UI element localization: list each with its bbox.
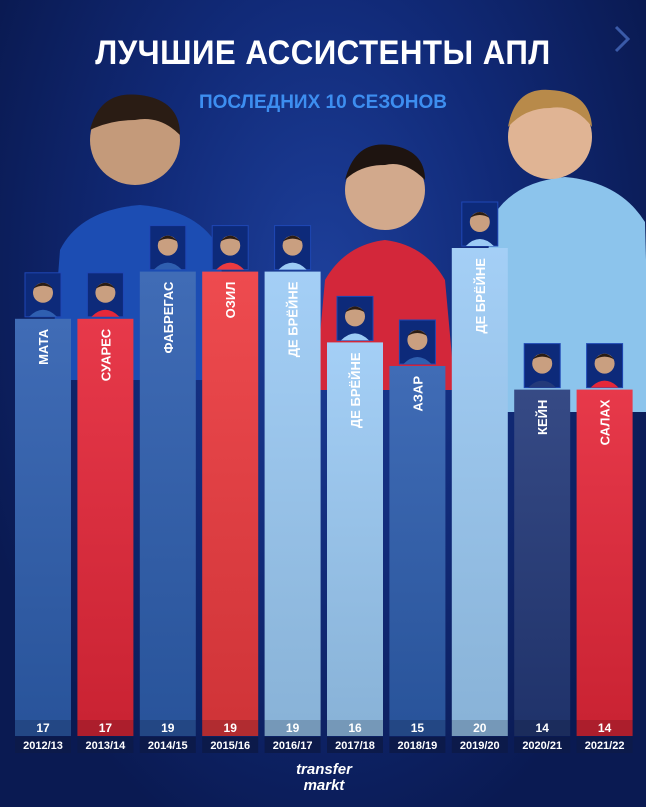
player-face: [282, 235, 303, 256]
player-name-label: КЕЙН: [535, 400, 550, 435]
value-label-bg: [576, 720, 633, 736]
value-label-bg: [202, 720, 259, 736]
player-face: [220, 235, 241, 256]
bar-2020/21: [514, 389, 571, 720]
player-name-label: САЛАХ: [598, 399, 613, 445]
bar-2014/15: [139, 271, 196, 720]
player-name-label: ОЗИЛ: [223, 282, 238, 319]
chevron-right-icon[interactable]: [612, 24, 632, 54]
page-subtitle: ПОСЛЕДНИХ 10 СЕЗОНОВ: [198, 92, 447, 113]
player-shirt: [278, 262, 307, 270]
season-label: 2015/16: [210, 740, 250, 752]
player-face: [407, 330, 428, 350]
player-shirt: [216, 262, 245, 270]
value-label: 17: [36, 721, 50, 735]
player-shirt: [465, 239, 494, 246]
logo-line-1: transfer: [296, 761, 352, 778]
value-label: 14: [536, 721, 550, 735]
season-label: 2014/15: [148, 740, 188, 752]
player-face: [532, 353, 553, 374]
player-name-label: СУАРЕС: [98, 328, 113, 381]
player-shirt: [528, 380, 557, 388]
value-label-bg: [15, 720, 71, 736]
player-shirt: [590, 380, 619, 388]
player-shirt: [341, 333, 369, 341]
season-label-bg: [264, 737, 321, 753]
value-label-bg: [77, 720, 134, 736]
player-face: [469, 212, 490, 232]
bar-2013/14: [77, 318, 134, 720]
bar-2018/19: [389, 366, 446, 720]
player-hair: [282, 235, 303, 242]
season-label-bg: [576, 737, 633, 753]
player-hair: [33, 282, 53, 289]
value-label-bg: [264, 720, 321, 736]
player-face: [157, 235, 178, 256]
season-label: 2018/19: [398, 740, 438, 752]
player-hair: [345, 306, 365, 313]
value-label-bg: [327, 720, 383, 736]
season-label-bg: [514, 737, 571, 753]
player-name-label: ДЕ БРЁЙНЕ: [348, 352, 363, 428]
season-label-bg: [389, 737, 446, 753]
value-label: 17: [99, 721, 113, 735]
bar-2019/20: [451, 248, 508, 720]
bar-2012/13: [15, 318, 71, 720]
season-label-bg: [451, 737, 508, 753]
value-label: 20: [473, 721, 487, 735]
player-hair: [157, 235, 178, 242]
player-name-label: ФАБРЕГАС: [161, 281, 176, 353]
value-label: 19: [224, 721, 238, 735]
value-label: 19: [161, 721, 175, 735]
player-name-label: ДЕ БРЁЙНЕ: [473, 258, 488, 334]
player-face: [594, 353, 615, 374]
season-label: 2019/20: [460, 740, 500, 752]
player-shirt: [403, 357, 432, 364]
bar-2017/18: [327, 342, 383, 720]
value-label-bg: [389, 720, 446, 736]
bar-2021/22: [576, 389, 633, 720]
player-face: [33, 282, 53, 303]
season-label: 2012/13: [23, 740, 63, 752]
player-shirt: [91, 309, 120, 317]
bar-2016/17: [264, 271, 321, 720]
player-hair: [407, 330, 428, 336]
player-hair: [594, 353, 615, 360]
player-shirt: [29, 309, 57, 317]
bar-2015/16: [202, 271, 259, 720]
season-label: 2013/14: [86, 740, 127, 752]
value-label: 14: [598, 721, 612, 735]
player-face: [95, 282, 116, 303]
player-hair: [220, 235, 241, 242]
value-label: 19: [286, 721, 300, 735]
player-name-label: АЗАР: [410, 376, 425, 412]
player-shirt: [153, 262, 182, 270]
transfermarkt-logo: transfer markt: [284, 762, 364, 798]
season-label: 2020/21: [522, 740, 562, 752]
player-hair: [469, 212, 490, 218]
value-label: 15: [411, 721, 425, 735]
player-hair: [532, 353, 553, 360]
logo-line-2: markt: [303, 777, 345, 794]
player-face: [345, 306, 365, 327]
player-hair: [95, 282, 116, 289]
value-label: 16: [348, 721, 362, 735]
value-label-bg: [514, 720, 571, 736]
season-label: 2016/17: [273, 740, 313, 752]
season-label-bg: [202, 737, 259, 753]
season-label: 2017/18: [335, 740, 375, 752]
player-name-label: ДЕ БРЁЙНЕ: [286, 281, 301, 357]
value-label-bg: [139, 720, 196, 736]
page-title: ЛУЧШИЕ АССИСТЕНТЫ АПЛ: [95, 34, 551, 72]
value-label-bg: [451, 720, 508, 736]
season-label-bg: [15, 737, 71, 753]
season-label-bg: [327, 737, 383, 753]
player-name-label: МАТА: [36, 328, 51, 365]
season-label-bg: [77, 737, 134, 753]
season-label: 2021/22: [585, 740, 625, 752]
season-label-bg: [139, 737, 196, 753]
